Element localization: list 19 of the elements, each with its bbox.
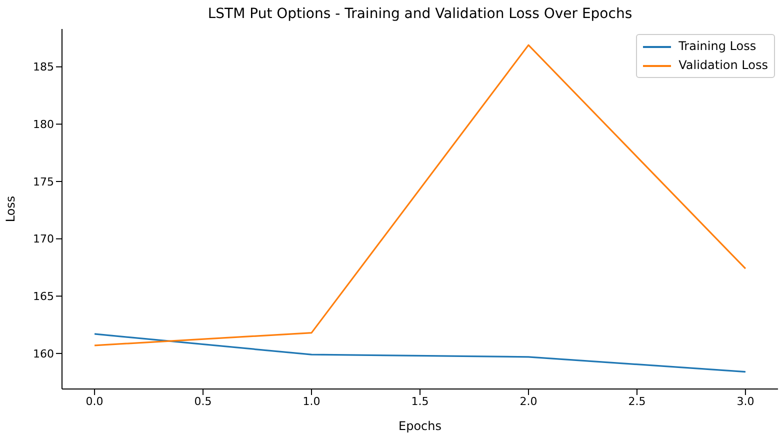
y-tick-label: 160 (33, 347, 54, 360)
y-tick-label: 185 (33, 60, 54, 74)
y-tick-label: 175 (33, 175, 54, 188)
y-tick-label: 165 (33, 290, 54, 304)
chart-title: LSTM Put Options - Training and Validation Loss Over Epochs (206, 6, 634, 22)
x-axis-title: Epochs (398, 419, 442, 433)
x-tick-label: 2.0 (520, 394, 538, 408)
y-axis-title: Loss (3, 196, 18, 222)
y-tick-label: 180 (33, 118, 54, 132)
line-series (94, 333, 746, 373)
x-tick-label: 0.5 (194, 394, 212, 408)
x-tick-label: 0.0 (86, 394, 104, 408)
x-tick-label: 2.5 (628, 394, 646, 408)
legend-label: Validation Loss (678, 57, 768, 74)
y-tick-label: 170 (33, 232, 54, 246)
x-tick-label: 3.0 (736, 394, 754, 408)
x-tick-label: 1.5 (411, 394, 429, 408)
x-tick-label: 1.0 (302, 394, 320, 408)
legend-label: Training Loss (678, 38, 756, 55)
